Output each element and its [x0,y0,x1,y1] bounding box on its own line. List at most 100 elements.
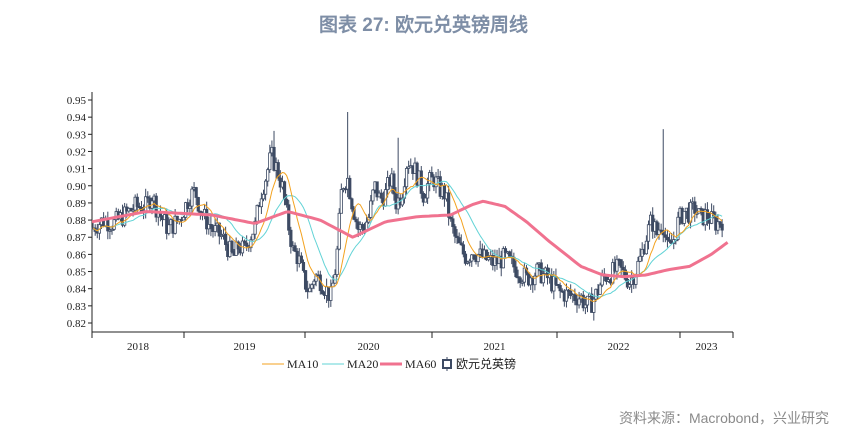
candle-body [644,240,648,255]
candle-body [135,196,139,207]
candle-body [289,229,293,247]
candle-body [320,290,325,295]
candle-body [165,214,169,234]
candle-body [282,181,287,200]
candle-body [558,285,562,292]
candle-body [259,198,263,208]
candle-body [249,239,253,249]
y-tick-label: 0.86 [67,249,87,261]
legend-label: MA10 [287,357,318,371]
y-tick-label: 0.85 [67,267,87,279]
candle-body [251,233,255,241]
candle-body [619,259,623,268]
axes: 0.95 0.94 0.93 0.92 0.91 0.90 0.89 0.88 0.87 0.86… [67,92,734,353]
candle-body [264,180,268,195]
candle-body [518,277,522,283]
candle-body [310,284,314,289]
candle-body [350,198,354,210]
candle-body [535,263,539,277]
candle-body [312,280,316,286]
candle-body [404,168,409,188]
moving-average-lines [91,172,729,302]
candle-body [577,298,581,306]
candle-body [457,237,461,244]
candle-body [154,195,158,218]
candle-body [339,189,343,214]
candle-body [285,198,289,206]
candle-body [581,294,585,309]
candle-body [468,260,472,263]
candle-body [219,234,224,237]
legend-candle-icon [442,359,452,369]
candle-body [245,242,249,247]
candle-body [676,216,680,240]
x-tick-label: 2019 [234,341,257,353]
candle-body [188,205,192,209]
candle-body [106,219,110,232]
x-tick-label: 2022 [608,341,630,353]
x-tick-label: 2023 [696,341,719,353]
candle-body [623,269,627,280]
candle-body [369,200,373,218]
candle-body [392,173,396,195]
candle-body [554,276,558,285]
candle-body [455,235,459,238]
legend-label: MA60 [405,357,436,371]
candle-body [598,284,602,295]
candle-body [522,267,526,283]
candle-body [112,219,116,230]
candle-body [449,216,453,220]
candle-body [419,170,423,194]
candle-body [720,223,724,231]
candle-body [585,295,590,306]
candle-body [299,255,303,263]
y-tick-label: 0.92 [67,146,86,158]
candle-body [131,209,135,212]
y-tick-label: 0.88 [67,215,87,227]
candle-body [167,224,171,234]
candle-body [472,254,476,260]
candle-body [667,239,672,242]
candle-body [503,248,508,253]
source-note: 资料来源：Macrobond，兴业研究 [618,410,829,426]
candle-body [428,172,432,185]
candle-body [301,262,306,271]
candle-body [465,261,470,264]
candle-body [400,197,404,206]
candle-body [573,294,577,301]
candle-body [209,223,213,229]
candle-body [287,204,291,231]
candle-body [335,248,339,275]
ma60-line [91,199,729,279]
candle-body [379,192,383,199]
candle-body [186,202,190,209]
candle-body [569,290,573,296]
candle-body [621,266,625,271]
candle-body [181,216,186,221]
candle-body [425,183,430,199]
candle-body [484,249,489,261]
candle-body [514,266,518,278]
candle-body [459,242,463,246]
candle-body [705,209,710,220]
candle-body [657,229,661,235]
candle-body [329,286,333,301]
candle-body [194,187,198,198]
y-tick-label: 0.83 [67,301,87,313]
candle-body [625,278,630,288]
candle-body [451,218,455,228]
candle-body [638,255,642,262]
candle-body [190,188,194,207]
legend-label: MA20 [347,357,378,371]
x-tick-label: 2021 [484,341,506,353]
candle-body [566,289,571,292]
legend-label: 欧元兑英镑 [456,356,516,371]
candle-body [508,251,512,257]
candle-body [261,193,266,200]
candle-body [682,210,686,224]
candle-body [539,262,543,284]
candle-body [718,221,722,225]
candle-body [615,258,619,272]
candle-body [592,298,596,313]
candle-body [583,304,587,309]
